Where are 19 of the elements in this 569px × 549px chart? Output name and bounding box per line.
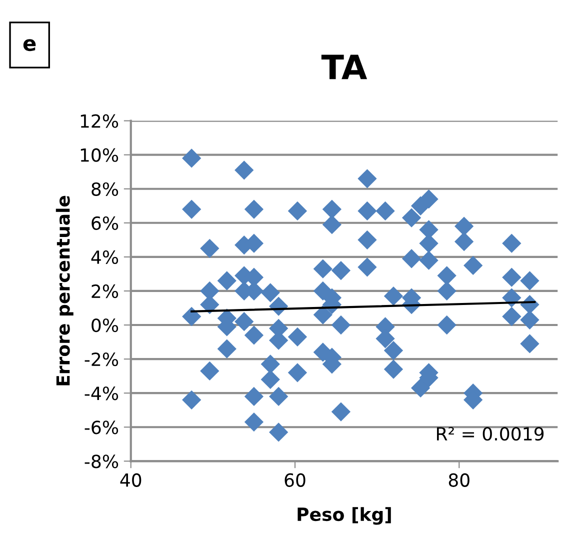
y-tick-label: 2% — [92, 284, 118, 298]
y-axis-title: Errore percentuale — [56, 196, 74, 386]
text: e — [23, 39, 36, 52]
y-tick-label: 0% — [92, 318, 118, 332]
y-tick-label: 8% — [92, 182, 118, 196]
chart-title: TA — [321, 54, 368, 80]
y-tick-label: 4% — [91, 250, 118, 264]
x-tick-label: 40 — [120, 473, 142, 487]
y-tick-label: 10% — [80, 148, 118, 162]
y-tick-label: -8% — [84, 454, 118, 468]
y-tick-label: -4% — [84, 386, 118, 400]
x-axis-title: Peso [kg] — [298, 507, 391, 525]
y-tick-label: 6% — [92, 216, 118, 230]
x-tick-label: 60 — [284, 473, 306, 487]
annotation: R² = 0.0019 — [437, 426, 544, 441]
y-tick-label: 12% — [80, 114, 118, 128]
y-tick-label: -6% — [84, 420, 118, 434]
x-tick-label: 80 — [448, 473, 470, 487]
y-tick-label: -2% — [84, 352, 118, 366]
